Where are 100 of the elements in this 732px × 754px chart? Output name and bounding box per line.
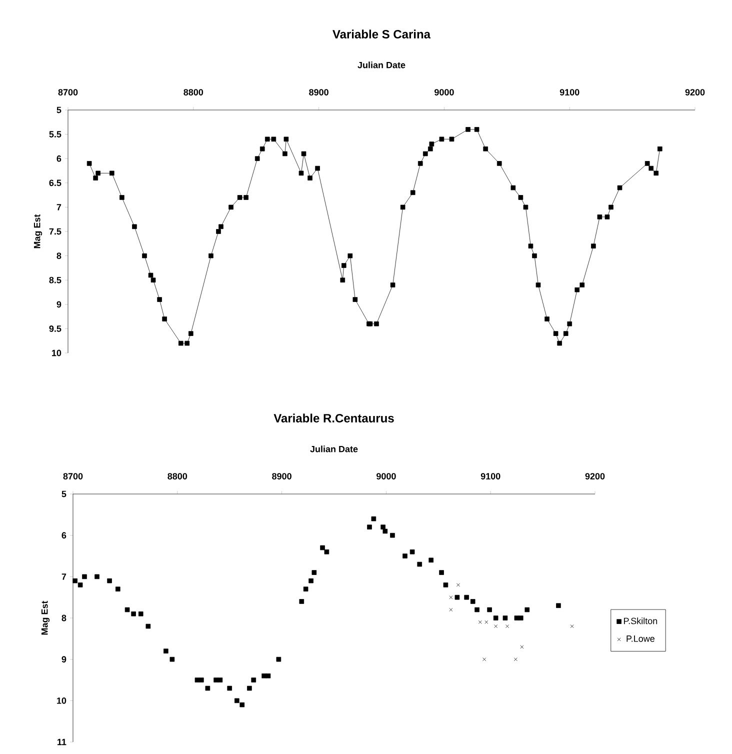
point <box>456 583 460 587</box>
point <box>303 586 308 592</box>
y-tick-label: 8.5 <box>49 276 62 284</box>
x-tick-label: 9100 <box>560 89 580 96</box>
point <box>94 574 100 580</box>
x-axis-title: Julian Date <box>310 446 358 452</box>
point <box>464 594 469 600</box>
x-axis-title: Julian Date <box>358 62 406 68</box>
point <box>251 678 256 682</box>
point <box>205 686 210 691</box>
chart-title: Variable R.Centaurus <box>274 414 394 422</box>
point <box>320 545 325 550</box>
point <box>380 524 386 530</box>
y-tick-label: 10 <box>52 350 62 356</box>
point <box>514 658 518 662</box>
point <box>107 578 112 584</box>
point <box>443 582 448 588</box>
x-tick-label: 9200 <box>685 89 705 96</box>
y-tick-label: 8 <box>56 252 62 259</box>
point <box>371 516 376 522</box>
point <box>124 607 130 612</box>
point <box>266 673 271 678</box>
y-axis-title: Mag Est <box>41 600 50 635</box>
y-tick-label: 6.5 <box>49 180 62 186</box>
x-tick-label: 8900 <box>272 473 292 480</box>
point <box>518 616 524 620</box>
point <box>428 558 434 563</box>
x-tick-label: 8800 <box>184 89 204 96</box>
point <box>470 599 476 604</box>
point <box>439 570 444 575</box>
x-tick-label: 9100 <box>480 473 500 480</box>
legend-label: P.Lowe <box>626 636 654 642</box>
point <box>410 549 415 554</box>
point <box>227 686 232 691</box>
point <box>454 594 460 600</box>
point <box>131 611 136 616</box>
point <box>520 645 524 649</box>
point <box>308 578 314 584</box>
point <box>78 582 83 588</box>
point <box>276 656 282 662</box>
x-tick-label: 9000 <box>376 473 396 480</box>
point <box>449 596 453 600</box>
y-axis-title: Mag Est <box>34 214 42 248</box>
x-tick-label: 8900 <box>309 89 328 96</box>
point <box>194 678 200 682</box>
chart-title: Variable S Carina <box>332 30 431 38</box>
point <box>82 574 87 580</box>
x-tick-label: 9200 <box>585 473 605 480</box>
point <box>570 624 574 628</box>
point <box>324 549 330 554</box>
point <box>506 624 510 628</box>
y-tick-label: 9.5 <box>49 326 62 332</box>
point <box>478 620 482 624</box>
point <box>146 624 151 629</box>
point <box>484 620 488 624</box>
point <box>482 658 486 662</box>
point <box>234 698 240 704</box>
point <box>299 599 304 604</box>
point <box>514 616 520 620</box>
point <box>115 586 120 592</box>
point <box>199 678 204 682</box>
legend-label: P.Skilton <box>624 618 658 624</box>
point <box>417 562 422 567</box>
point <box>247 686 252 691</box>
point <box>240 702 245 708</box>
y-tick-label: 7 <box>62 574 66 580</box>
point <box>312 570 317 575</box>
y-tick-label: 7.5 <box>49 228 62 235</box>
y-tick-label: 6 <box>56 155 62 162</box>
point <box>502 616 508 620</box>
y-tick-label: 8 <box>62 614 66 622</box>
point <box>164 648 168 654</box>
point <box>556 603 561 608</box>
x-tick-label: 8700 <box>63 473 83 480</box>
y-tick-label: 9 <box>62 656 66 663</box>
point <box>218 678 223 682</box>
x-tick-label: 8700 <box>58 89 78 96</box>
x-tick-label: 9000 <box>434 89 454 96</box>
point <box>367 524 372 530</box>
x-tick-label: 8800 <box>168 473 188 480</box>
point <box>487 607 492 612</box>
point <box>72 578 78 584</box>
point <box>170 656 175 662</box>
point <box>402 554 408 558</box>
point <box>138 611 144 616</box>
point <box>524 607 530 612</box>
point <box>494 624 498 628</box>
y-tick-label: 9 <box>56 301 62 308</box>
y-tick-label: 7 <box>56 204 62 210</box>
y-tick-label: 5 <box>56 106 62 114</box>
y-tick-label: 11 <box>58 738 66 746</box>
y-tick-label: 10 <box>57 697 66 704</box>
point <box>390 532 395 538</box>
point <box>449 608 453 612</box>
point <box>493 616 498 620</box>
y-tick-label: 5 <box>62 490 66 498</box>
point <box>382 528 388 534</box>
point <box>474 607 480 612</box>
y-tick-label: 6 <box>62 532 66 539</box>
y-tick-label: 5.5 <box>49 131 62 138</box>
